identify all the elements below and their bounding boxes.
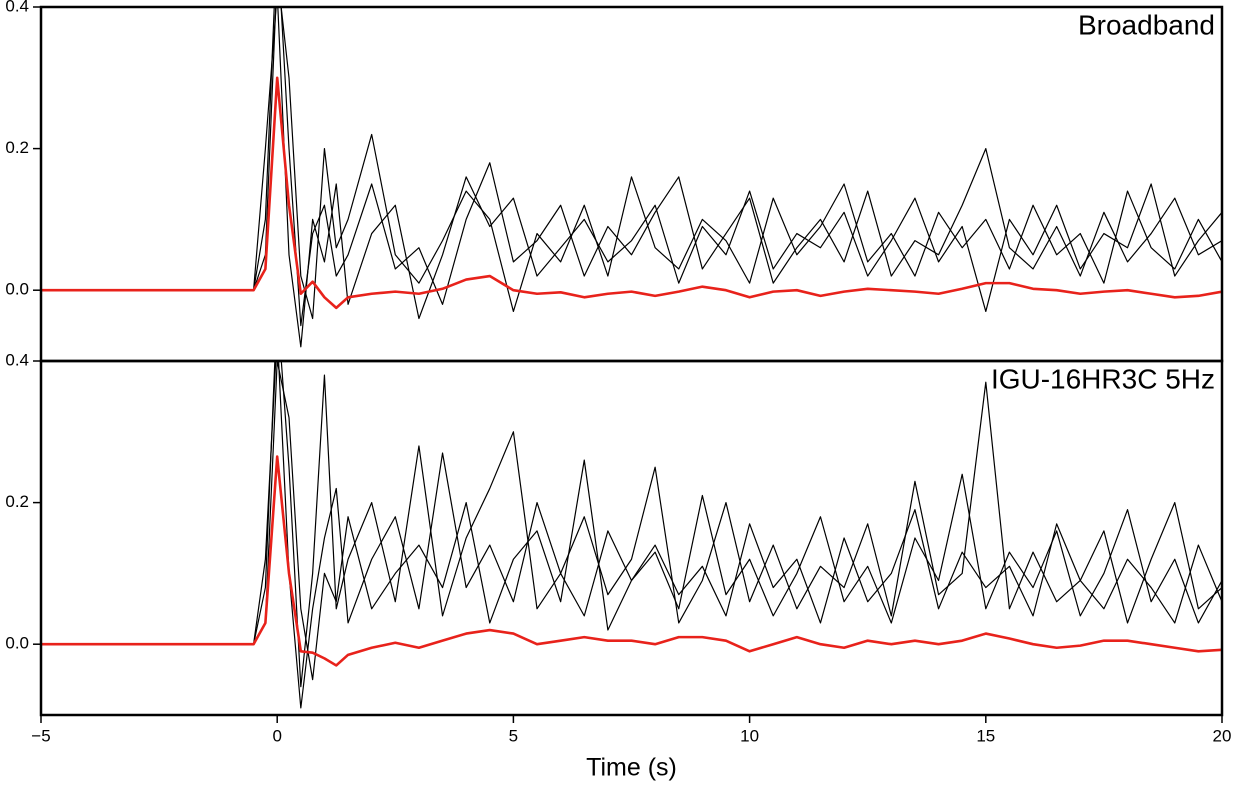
trace-line — [41, 7, 1222, 327]
panel-label: IGU-16HR3C 5Hz — [991, 363, 1215, 394]
y-tick-label: 0.0 — [5, 280, 29, 299]
x-tick-label: 15 — [976, 726, 995, 745]
y-tick-label: 0.4 — [5, 350, 29, 369]
panel-label: Broadband — [1078, 9, 1215, 40]
y-tick-label: 0.2 — [5, 492, 29, 511]
x-tick-label: 0 — [272, 726, 281, 745]
trace-line — [41, 455, 1222, 667]
trace-line — [41, 76, 1222, 310]
x-tick-label: 10 — [740, 726, 759, 745]
x-tick-label: −5 — [31, 726, 50, 745]
panel-frame — [39, 359, 1224, 717]
x-axis-label: Time (s) — [586, 754, 677, 782]
plot-area — [41, 361, 1222, 709]
plot-area — [41, 7, 1222, 348]
trace-line — [41, 361, 1222, 688]
trace-line — [41, 7, 1222, 348]
y-tick-label: 0.0 — [5, 634, 29, 653]
trace-line — [41, 7, 1222, 320]
y-tick-label: 0.4 — [5, 0, 29, 15]
y-tick-label: 0.2 — [5, 138, 29, 157]
trace-line — [41, 361, 1222, 681]
panel-frame — [39, 5, 1224, 363]
x-tick-label: 5 — [509, 726, 518, 745]
x-tick-label: 20 — [1213, 726, 1232, 745]
trace-line — [41, 361, 1222, 709]
